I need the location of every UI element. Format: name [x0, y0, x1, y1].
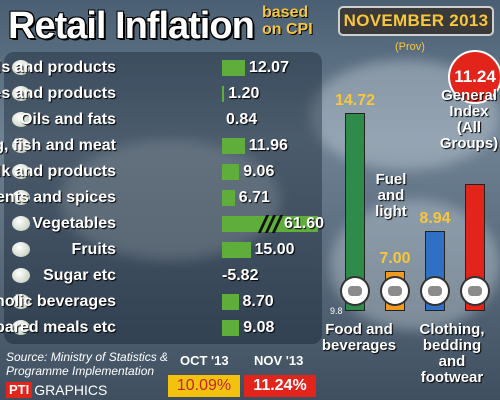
category-label: Fruits — [71, 241, 116, 258]
category-icon — [12, 190, 30, 205]
category-bar — [222, 294, 239, 310]
group-icon — [342, 278, 368, 304]
category-bar — [222, 190, 235, 206]
category-value: 15.00 — [254, 241, 295, 258]
category-value: 0.84 — [226, 111, 258, 128]
category-value: -5.82 — [222, 267, 259, 284]
category-value: 6.71 — [238, 189, 270, 206]
category-label: Milk and products — [0, 163, 116, 180]
group-label: Fuel and light — [375, 171, 407, 220]
category-icon — [12, 216, 30, 231]
title-note: based on CPI — [262, 4, 313, 38]
category-bar — [222, 86, 225, 102]
category-row: Prepared meals etc 9.08 — [0, 317, 324, 339]
axis-min-label: 9.8 — [330, 306, 343, 316]
group-icon — [382, 278, 408, 304]
category-row: Condiments and spices 6.71 — [0, 187, 324, 209]
category-bar — [222, 242, 251, 258]
category-bar — [222, 164, 240, 180]
category-bar — [222, 60, 245, 76]
category-icon — [12, 86, 30, 101]
group-value: 11.24 — [450, 52, 500, 102]
category-value: 1.20 — [228, 85, 260, 102]
category-label: Cereals and products — [0, 59, 116, 76]
category-row: Oils and fats 0.84 — [8, 109, 324, 131]
category-label: Prepared meals etc — [0, 319, 116, 336]
category-label: Condiments and spices — [0, 189, 116, 206]
group-icon — [462, 278, 488, 304]
category-icon — [12, 164, 30, 179]
category-icon — [12, 60, 30, 75]
category-value: 61.60 — [284, 215, 325, 232]
cloud-decoration — [60, 140, 280, 260]
source-line1: Source: Ministry of Statistics & — [6, 350, 169, 364]
prov-note: (Prov) — [395, 41, 425, 53]
category-row: Vegetables 61.60 — [8, 213, 324, 235]
group-value: 8.94 — [419, 210, 451, 228]
group-label: General Index (All Groups) — [439, 87, 499, 152]
oct-header: OCT '13 — [180, 353, 229, 368]
group-value: 7.00 — [379, 249, 411, 267]
source-note: Source: Ministry of Statistics & Program… — [6, 350, 168, 378]
title-note-line2: on CPI — [262, 21, 313, 38]
monthly-comparison: OCT '13 NOV '13 10.09% 11.24% — [168, 353, 316, 399]
category-label: Egg, fish and meat — [0, 137, 116, 154]
pti-graphics-logo: PTI GRAPHICS — [6, 382, 107, 398]
category-value: 9.08 — [243, 319, 275, 336]
category-value: 12.07 — [248, 59, 289, 76]
category-value: 11.96 — [248, 137, 288, 154]
date-label: NOVEMBER 2013 — [343, 11, 489, 30]
category-icon — [12, 242, 30, 257]
category-panel — [4, 52, 322, 344]
nov-header: NOV '13 — [254, 353, 304, 368]
logo-graphics: GRAPHICS — [34, 382, 108, 398]
source-line2: Programme Implementation — [6, 364, 155, 378]
category-row: Sugar etc -5.82 — [8, 265, 324, 287]
category-icon — [12, 294, 30, 309]
group-label: Food and beverages — [321, 321, 397, 354]
group-bar-chart: 14.72 Food and beverages 7.00 Fuel and ligh… — [322, 40, 500, 400]
category-value: 8.70 — [242, 293, 274, 310]
logo-pti: PTI — [6, 382, 33, 398]
category-bar — [222, 320, 240, 336]
date-badge: NOVEMBER 2013 — [338, 6, 494, 36]
category-row: Cereals and products 12.07 — [0, 57, 324, 79]
category-row: Milk and products 9.06 — [0, 161, 324, 183]
category-icon — [12, 320, 30, 335]
category-label: Sugar etc — [43, 267, 116, 284]
category-icon — [12, 138, 30, 153]
group-label: Clothing, bedding and footwear — [419, 321, 485, 386]
category-value: 9.06 — [243, 163, 275, 180]
group-icon — [422, 278, 448, 304]
category-icon — [12, 112, 30, 127]
nov-value: 11.24% — [244, 375, 316, 397]
chart-title: Retail Inflation — [8, 5, 255, 47]
category-row: Non-alcoholic beverages 8.70 — [0, 291, 324, 313]
category-row: Egg, fish and meat 11.96 — [0, 135, 324, 157]
group-value: 14.72 — [334, 91, 376, 109]
category-row: Pulses and products 1.20 — [0, 83, 324, 105]
category-label: Pulses and products — [0, 85, 116, 102]
category-bar — [222, 138, 245, 154]
group-bar — [346, 113, 364, 310]
category-label: Vegetables — [32, 215, 116, 232]
category-icon — [12, 268, 30, 283]
category-row: Fruits 15.00 — [8, 239, 324, 261]
category-label: Non-alcoholic beverages — [0, 293, 116, 310]
oct-value: 10.09% — [168, 375, 240, 397]
title-note-line1: based — [262, 4, 309, 21]
category-label: Oils and fats — [19, 111, 116, 128]
